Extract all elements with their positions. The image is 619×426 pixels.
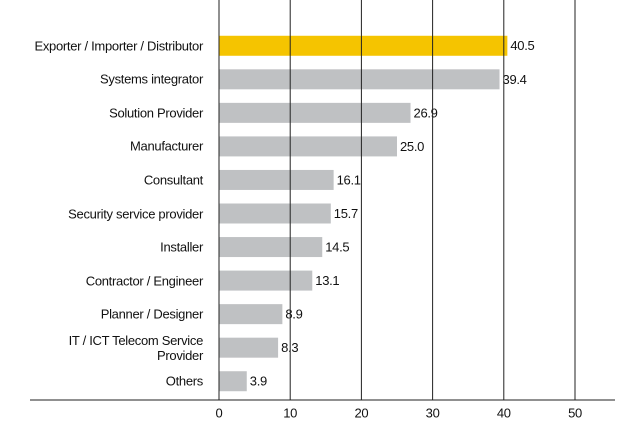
category-label: Solution Provider — [109, 105, 203, 121]
category-label: Planner / Designer — [100, 306, 204, 322]
x-tick-label: 20 — [354, 405, 368, 420]
value-label: 26.9 — [414, 105, 438, 120]
value-label: 16.1 — [337, 172, 361, 187]
value-label: 13.1 — [315, 273, 339, 288]
x-tick-label: 40 — [497, 405, 511, 420]
category-label: Systems integrator — [100, 71, 203, 87]
bar — [219, 270, 313, 291]
bar — [219, 371, 247, 392]
category-label: Contractor / Engineer — [85, 273, 204, 289]
x-tick-label: 30 — [426, 405, 440, 420]
category-label: Consultant — [143, 172, 203, 188]
category-label: IT / ICT Telecom Service Provider — [68, 332, 204, 363]
bar — [219, 304, 283, 325]
category-label: Security service provider — [68, 206, 203, 221]
x-tick-label: 0 — [216, 405, 223, 420]
category-label: Manufacturer — [130, 138, 203, 154]
value-label: 14.5 — [325, 239, 349, 254]
bar — [219, 237, 323, 258]
bar — [219, 102, 411, 123]
bar — [219, 203, 331, 224]
category-label: Exporter / Importer / Distributor — [34, 38, 203, 54]
bar — [219, 169, 334, 190]
bar — [219, 69, 500, 90]
x-tick-label: 10 — [283, 405, 297, 420]
category-label: Others — [165, 373, 204, 389]
value-label: 39.4 — [503, 72, 527, 87]
bar — [219, 35, 508, 56]
category-label: Installer — [160, 239, 203, 255]
value-label: 25.0 — [400, 139, 424, 154]
bar — [219, 136, 397, 157]
x-tick-label: 50 — [568, 405, 582, 420]
value-label: 8.9 — [285, 307, 302, 322]
value-label: 3.9 — [250, 374, 267, 389]
bar — [219, 337, 279, 358]
value-label: 40.5 — [510, 38, 534, 53]
value-label: 15.7 — [334, 206, 358, 221]
